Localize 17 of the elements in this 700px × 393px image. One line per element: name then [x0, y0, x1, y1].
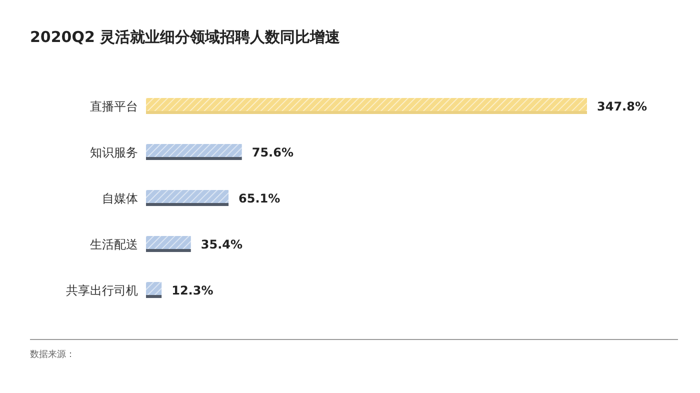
source-note: 数据来源：	[30, 348, 75, 361]
bar	[146, 282, 162, 298]
y-tick-label: 自媒体	[102, 191, 138, 206]
y-tick-label: 共享出行司机	[66, 283, 138, 298]
bar	[146, 144, 242, 160]
data-label: 347.8%	[597, 99, 647, 114]
chart-title: 2020Q2 灵活就业细分领域招聘人数同比增速	[30, 28, 340, 47]
bar	[146, 236, 191, 252]
y-tick-label: 知识服务	[90, 145, 138, 160]
y-tick-label: 生活配送	[90, 237, 138, 252]
data-label: 35.4%	[200, 237, 243, 252]
data-label: 65.1%	[238, 191, 280, 206]
y-tick-label: 直播平台	[90, 99, 138, 114]
data-label: 75.6%	[252, 145, 294, 160]
bar	[146, 190, 229, 206]
bar	[146, 98, 587, 114]
data-label: 12.3%	[172, 283, 214, 298]
